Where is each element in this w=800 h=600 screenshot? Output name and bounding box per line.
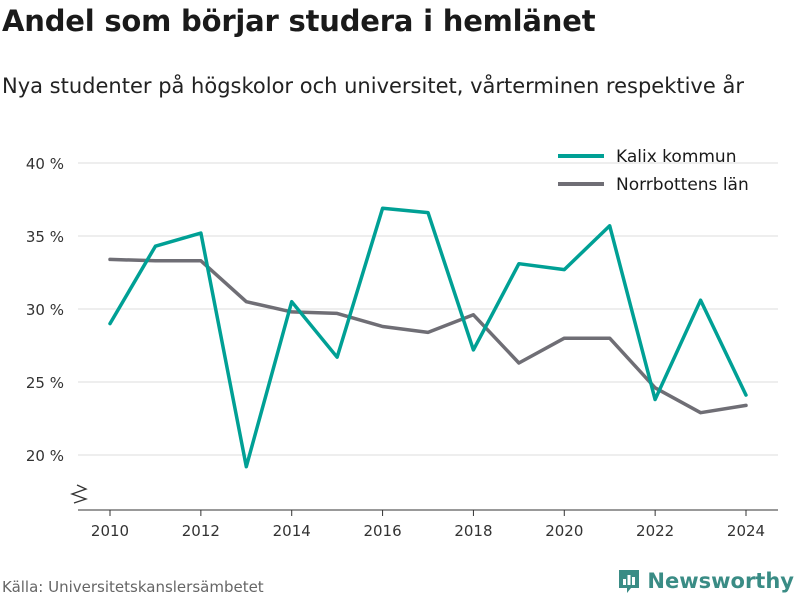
x-tick-label: 2020: [545, 522, 583, 540]
brand-logo: Newsworthy: [617, 568, 794, 594]
y-tick-label: 20 %: [26, 447, 64, 465]
y-tick-label: 40 %: [26, 155, 64, 173]
brand-name: Newsworthy: [647, 569, 794, 593]
axis-break-icon: [70, 484, 88, 504]
y-tick-label: 25 %: [26, 374, 64, 392]
source-note: Källa: Universitetskanslersämbetet: [2, 578, 264, 596]
chart-subtitle: Nya studenter på högskolor och universit…: [2, 74, 744, 98]
x-tick-label: 2010: [91, 522, 129, 540]
legend-label: Norrbottens län: [616, 175, 749, 195]
chart-title: Andel som börjar studera i hemlänet: [2, 4, 596, 38]
series-line: [108, 257, 748, 415]
x-tick-label: 2022: [636, 522, 674, 540]
series-line: [108, 206, 748, 469]
x-tick-label: 2024: [727, 522, 765, 540]
x-tick-label: 2018: [454, 522, 492, 540]
y-tick-label: 35 %: [26, 228, 64, 246]
x-tick-label: 2012: [182, 522, 220, 540]
y-tick-label: 30 %: [26, 301, 64, 319]
bar-chart-icon: [619, 570, 640, 593]
x-tick-label: 2014: [273, 522, 311, 540]
legend-label: Kalix kommun: [616, 147, 737, 167]
x-tick-label: 2016: [363, 522, 401, 540]
